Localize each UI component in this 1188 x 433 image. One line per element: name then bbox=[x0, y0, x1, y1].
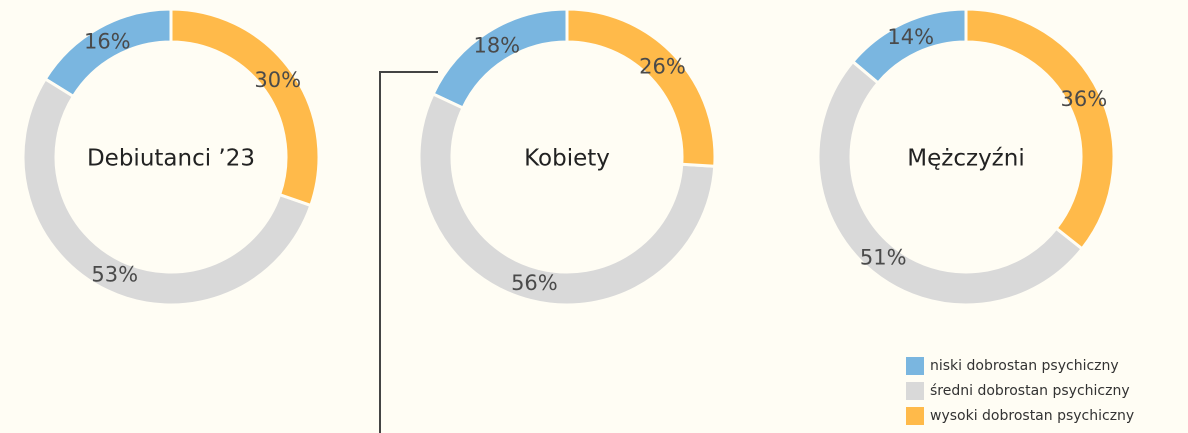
legend-swatch bbox=[906, 407, 924, 425]
value-label: 30% bbox=[254, 68, 301, 92]
connector bbox=[379, 71, 438, 433]
value-label: 14% bbox=[887, 25, 934, 49]
value-label: 36% bbox=[1061, 87, 1108, 111]
legend-swatch bbox=[906, 357, 924, 375]
legend-label: niski dobrostan psychiczny bbox=[930, 358, 1119, 374]
chart-title: Debiutanci ’23 bbox=[87, 146, 255, 172]
value-label: 53% bbox=[91, 262, 138, 286]
donut-segment bbox=[21, 76, 313, 307]
donut-segment bbox=[169, 7, 321, 208]
donut-segment bbox=[964, 7, 1116, 251]
chart-title: Kobiety bbox=[524, 146, 610, 172]
value-label: 16% bbox=[84, 30, 131, 54]
legend-label: wysoki dobrostan psychiczny bbox=[930, 408, 1134, 424]
chart-title: Mężczyźni bbox=[907, 146, 1024, 172]
value-label: 26% bbox=[639, 54, 686, 78]
legend-swatch bbox=[906, 382, 924, 400]
legend-label: średni dobrostan psychiczny bbox=[930, 383, 1130, 399]
donut-segment bbox=[417, 91, 717, 307]
donut-segment bbox=[565, 7, 717, 168]
donut-segment bbox=[816, 59, 1085, 307]
value-label: 18% bbox=[473, 33, 520, 57]
value-label: 51% bbox=[860, 246, 907, 270]
value-label: 56% bbox=[511, 271, 558, 295]
